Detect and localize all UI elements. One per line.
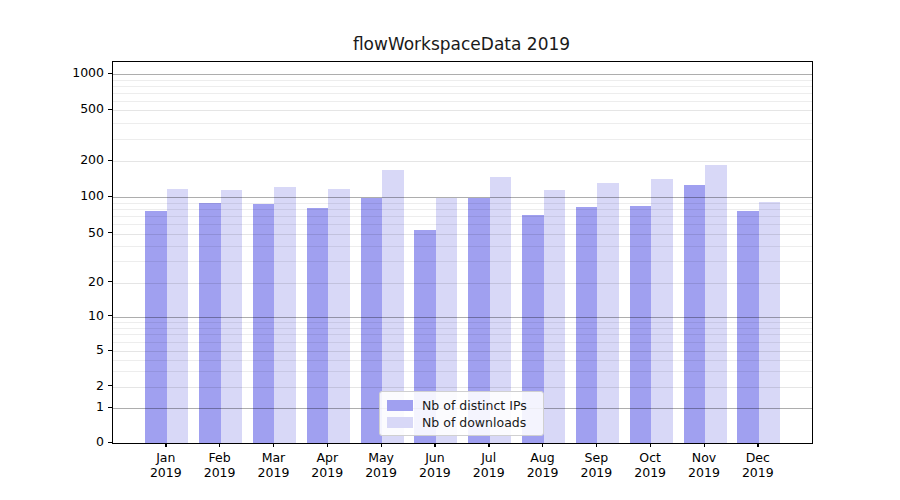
y-tick-label-10: 10 <box>4 308 104 324</box>
gridline-2 <box>113 387 812 388</box>
gridline-30 <box>113 261 812 262</box>
x-tick-label-jul-2019: Jul2019 <box>459 450 519 480</box>
y-tick-label-100: 100 <box>4 188 104 204</box>
y-tick-1000 <box>108 73 112 74</box>
x-tick-feb-2019 <box>219 443 220 447</box>
x-tick-mar-2019 <box>273 443 274 447</box>
x-tick-nov-2019 <box>704 443 705 447</box>
gridline-80 <box>113 209 812 210</box>
x-tick-dec-2019 <box>757 443 758 447</box>
legend-entry-downloads: Nb of downloads <box>387 414 535 431</box>
gridline-100 <box>113 197 812 198</box>
legend-swatch-downloads <box>387 417 413 428</box>
bar--downloads-sep-2019 <box>597 183 619 443</box>
x-tick-jun-2019 <box>434 443 435 447</box>
gridline-700 <box>113 93 812 94</box>
gridline-60 <box>113 224 812 225</box>
x-tick-label-jun-2019: Jun2019 <box>405 450 465 480</box>
y-tick-1 <box>108 407 112 408</box>
gridline-300 <box>113 139 812 140</box>
gridline-10 <box>113 317 812 318</box>
x-tick-apr-2019 <box>327 443 328 447</box>
y-tick-label-1000: 1000 <box>4 65 104 81</box>
gridline-40 <box>113 246 812 247</box>
x-tick-label-oct-2019: Oct2019 <box>620 450 680 480</box>
y-tick-label-1: 1 <box>4 399 104 415</box>
y-tick-100 <box>108 196 112 197</box>
bar--distinct-ips-mar-2019 <box>253 204 275 443</box>
y-tick-label-500: 500 <box>4 101 104 117</box>
bar--downloads-oct-2019 <box>651 179 673 443</box>
bar--downloads-mar-2019 <box>274 187 296 443</box>
gridline-600 <box>113 101 812 102</box>
x-tick-label-nov-2019: Nov2019 <box>674 450 734 480</box>
gridline-400 <box>113 123 812 124</box>
y-tick-label-200: 200 <box>4 152 104 168</box>
gridline-3 <box>113 371 812 372</box>
x-tick-label-may-2019: May2019 <box>351 450 411 480</box>
gridline-900 <box>113 80 812 81</box>
gridline-20 <box>113 283 812 284</box>
y-tick-2 <box>108 385 112 386</box>
plot-area <box>112 61 813 444</box>
x-tick-jan-2019 <box>165 443 166 447</box>
x-tick-label-aug-2019: Aug2019 <box>513 450 573 480</box>
gridline-90 <box>113 203 812 204</box>
gridline-6 <box>113 342 812 343</box>
x-tick-label-sep-2019: Sep2019 <box>566 450 626 480</box>
chart-title: flowWorkspaceData 2019 <box>112 34 811 54</box>
bar--downloads-nov-2019 <box>705 165 727 443</box>
figure-canvas: flowWorkspaceData 2019 0 1 2 5 10 20 50 100 200 5… <box>0 0 900 500</box>
x-tick-jul-2019 <box>488 443 489 447</box>
y-tick-label-50: 50 <box>4 225 104 241</box>
x-tick-aug-2019 <box>542 443 543 447</box>
y-tick-10 <box>108 315 112 316</box>
legend: Nb of distinct IPs Nb of downloads <box>379 391 544 436</box>
y-tick-200 <box>108 160 112 161</box>
legend-swatch-distinct-ips <box>387 400 413 411</box>
gridline-50 <box>113 234 812 235</box>
y-tick-50 <box>108 232 112 233</box>
x-tick-label-dec-2019: Dec2019 <box>728 450 788 480</box>
gridline-200 <box>113 161 812 162</box>
x-tick-label-feb-2019: Feb2019 <box>190 450 250 480</box>
gridline-5 <box>113 351 812 352</box>
gridline-500 <box>113 110 812 111</box>
gridline-9 <box>113 322 812 323</box>
y-tick-label-5: 5 <box>4 342 104 358</box>
gridline-70 <box>113 216 812 217</box>
gridline-1000 <box>113 74 812 75</box>
y-tick-label-20: 20 <box>4 274 104 290</box>
x-tick-label-mar-2019: Mar2019 <box>243 450 303 480</box>
gridline-7 <box>113 334 812 335</box>
y-tick-5 <box>108 350 112 351</box>
x-tick-label-jan-2019: Jan2019 <box>136 450 196 480</box>
x-tick-may-2019 <box>381 443 382 447</box>
legend-label-downloads: Nb of downloads <box>422 415 526 430</box>
y-tick-label-0: 0 <box>4 434 104 450</box>
x-tick-sep-2019 <box>596 443 597 447</box>
x-tick-oct-2019 <box>650 443 651 447</box>
gridline-4 <box>113 360 812 361</box>
x-tick-label-apr-2019: Apr2019 <box>297 450 357 480</box>
gridline-8 <box>113 328 812 329</box>
y-tick-label-2: 2 <box>4 378 104 394</box>
legend-entry-distinct-ips: Nb of distinct IPs <box>387 397 535 414</box>
gridline-800 <box>113 86 812 87</box>
y-tick-20 <box>108 281 112 282</box>
y-tick-0 <box>108 442 112 443</box>
y-tick-500 <box>108 109 112 110</box>
legend-label-distinct-ips: Nb of distinct IPs <box>422 398 527 413</box>
